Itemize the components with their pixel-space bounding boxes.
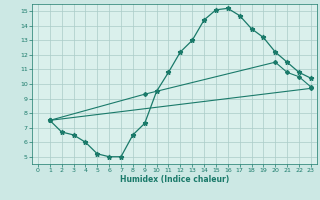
X-axis label: Humidex (Indice chaleur): Humidex (Indice chaleur) <box>120 175 229 184</box>
